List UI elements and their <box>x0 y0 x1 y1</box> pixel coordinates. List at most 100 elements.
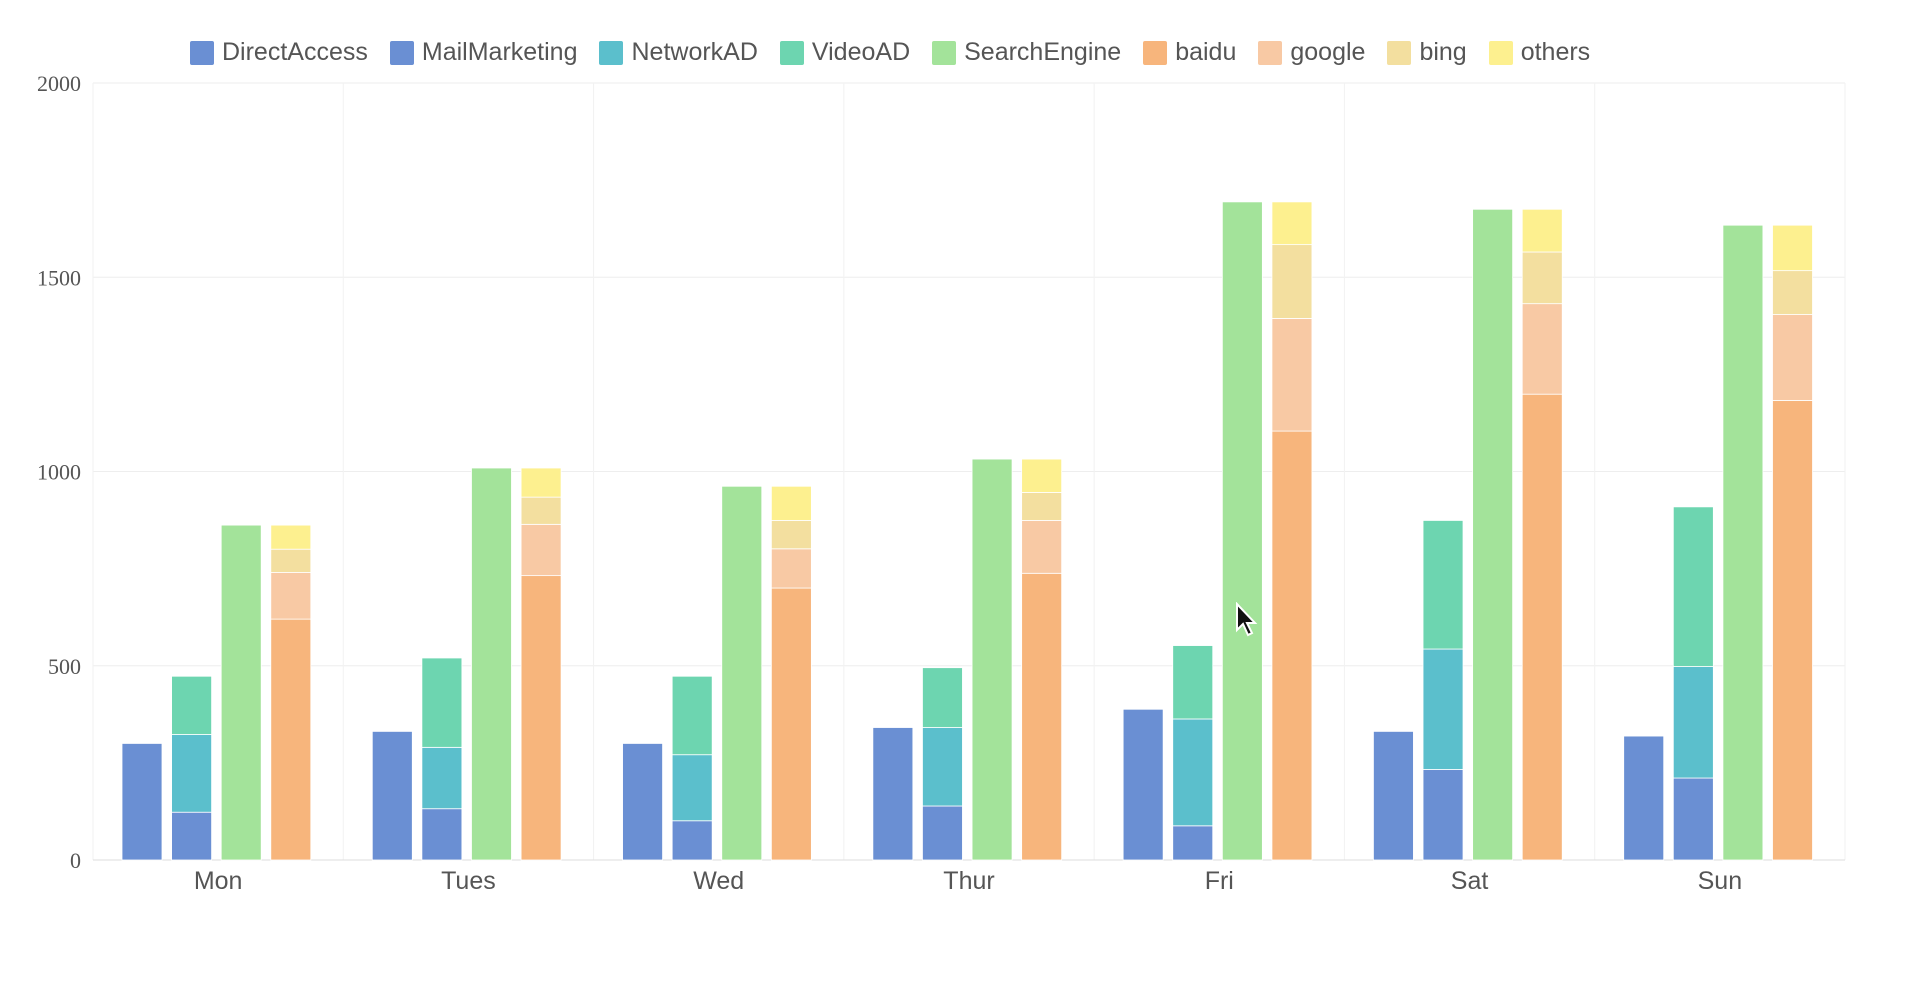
bar-baidu-sun <box>1772 400 1813 861</box>
legend-label: baidu <box>1175 38 1237 66</box>
bar-mailmarketing-fri <box>1172 825 1214 861</box>
legend-label: VideoAD <box>811 38 911 66</box>
x-tick-label: Fri <box>1205 867 1234 895</box>
bar-google-mon <box>270 572 312 620</box>
bar-videoad-sun <box>1672 506 1714 667</box>
bar-google-fri <box>1271 318 1313 432</box>
bar-bing-fri <box>1271 244 1313 319</box>
bar-networkad-sun <box>1672 666 1714 779</box>
bar-directaccess-mon <box>121 743 163 861</box>
bar-searchengine-tues <box>471 467 512 861</box>
legend-swatch <box>599 40 624 65</box>
legend-item-baidu[interactable]: baidu <box>1143 38 1236 67</box>
bar-mailmarketing-wed <box>671 820 713 861</box>
x-tick-label: Tues <box>441 867 496 895</box>
bar-others-wed <box>770 485 812 521</box>
bar-google-tues <box>520 523 562 577</box>
bar-networkad-tues <box>421 746 463 810</box>
mouse-cursor-icon <box>1236 602 1258 637</box>
bar-mailmarketing-sat <box>1422 769 1464 861</box>
y-tick-label: 1000 <box>37 460 81 485</box>
bar-baidu-tues <box>520 575 562 861</box>
bar-videoad-tues <box>421 657 463 748</box>
legend-label: NetworkAD <box>631 38 758 66</box>
bar-directaccess-sat <box>1373 731 1414 861</box>
bar-videoad-mon <box>171 675 213 735</box>
bar-directaccess-tues <box>371 731 413 861</box>
legend: DirectAccess MailMarketing NetworkAD VideoA… <box>190 38 1612 67</box>
legend-item-directaccess[interactable]: DirectAccess <box>190 38 368 67</box>
bar-videoad-fri <box>1172 645 1214 720</box>
bar-networkad-mon <box>171 734 213 813</box>
y-tick-label: 2000 <box>37 71 81 96</box>
bar-networkad-wed <box>671 754 713 822</box>
legend-label: others <box>1520 38 1591 66</box>
legend-item-networkad[interactable]: NetworkAD <box>599 38 758 67</box>
bar-searchengine-thur <box>971 458 1013 861</box>
legend-swatch <box>190 40 214 65</box>
legend-item-google[interactable]: google <box>1258 38 1365 67</box>
legend-item-videoad[interactable]: VideoAD <box>779 38 911 67</box>
bar-searchengine-sun <box>1722 224 1764 861</box>
bar-searchengine-wed <box>721 485 763 861</box>
bar-baidu-wed <box>770 587 812 861</box>
x-tick-label: Sun <box>1698 867 1742 895</box>
legend-label: MailMarketing <box>421 38 578 66</box>
legend-swatch <box>389 40 414 65</box>
bar-mailmarketing-mon <box>171 811 213 861</box>
bar-others-sun <box>1772 224 1813 272</box>
bar-networkad-thur <box>922 727 963 807</box>
bar-others-sat <box>1521 208 1563 253</box>
legend-item-bing[interactable]: bing <box>1387 38 1467 67</box>
bar-searchengine-mon <box>220 524 262 861</box>
x-tick-label: Thur <box>943 867 994 895</box>
bar-others-mon <box>270 524 312 550</box>
bar-directaccess-sun <box>1623 735 1665 861</box>
bar-others-tues <box>520 467 562 498</box>
bar-baidu-mon <box>270 618 312 861</box>
bar-baidu-sat <box>1521 393 1563 861</box>
legend-swatch <box>1488 40 1513 65</box>
bar-videoad-sat <box>1422 520 1464 650</box>
bar-videoad-wed <box>671 675 713 756</box>
bar-mailmarketing-sun <box>1672 777 1714 861</box>
bar-bing-sun <box>1772 270 1813 315</box>
bar-directaccess-wed <box>622 743 663 861</box>
legend-label: SearchEngine <box>964 38 1122 66</box>
bar-searchengine-sat <box>1472 208 1514 861</box>
bar-networkad-fri <box>1172 718 1214 827</box>
legend-swatch <box>932 40 957 65</box>
y-tick-label: 500 <box>48 654 81 679</box>
bar-baidu-fri <box>1271 430 1313 861</box>
legend-swatch <box>1258 40 1283 65</box>
legend-item-searchengine[interactable]: SearchEngine <box>932 38 1121 67</box>
legend-swatch <box>1143 40 1168 65</box>
bar-google-wed <box>770 548 812 589</box>
bar-videoad-thur <box>922 667 963 728</box>
legend-label: bing <box>1419 38 1467 66</box>
bar-mailmarketing-thur <box>922 805 963 861</box>
bar-others-thur <box>1021 458 1063 493</box>
bar-networkad-sat <box>1422 648 1464 770</box>
bar-searchengine-fri <box>1221 201 1263 861</box>
x-tick-label: Wed <box>693 867 744 895</box>
bar-others-fri <box>1271 201 1313 246</box>
bar-bing-sat <box>1521 251 1563 305</box>
x-tick-label: Sat <box>1451 867 1489 895</box>
legend-item-others[interactable]: others <box>1488 38 1591 67</box>
bar-mailmarketing-tues <box>421 808 463 861</box>
bar-baidu-thur <box>1021 572 1063 861</box>
bar-bing-thur <box>1021 492 1063 521</box>
bar-bing-wed <box>770 520 812 550</box>
bar-google-thur <box>1021 520 1063 574</box>
legend-swatch <box>779 40 804 65</box>
legend-swatch <box>1387 40 1412 65</box>
y-tick-label: 1500 <box>37 265 81 290</box>
y-tick-label: 0 <box>70 848 81 873</box>
bar-google-sat <box>1521 303 1563 395</box>
bar-bing-mon <box>270 548 312 573</box>
x-tick-label: Mon <box>194 867 243 895</box>
legend-label: DirectAccess <box>222 38 368 66</box>
legend-item-mailmarketing[interactable]: MailMarketing <box>389 38 578 67</box>
